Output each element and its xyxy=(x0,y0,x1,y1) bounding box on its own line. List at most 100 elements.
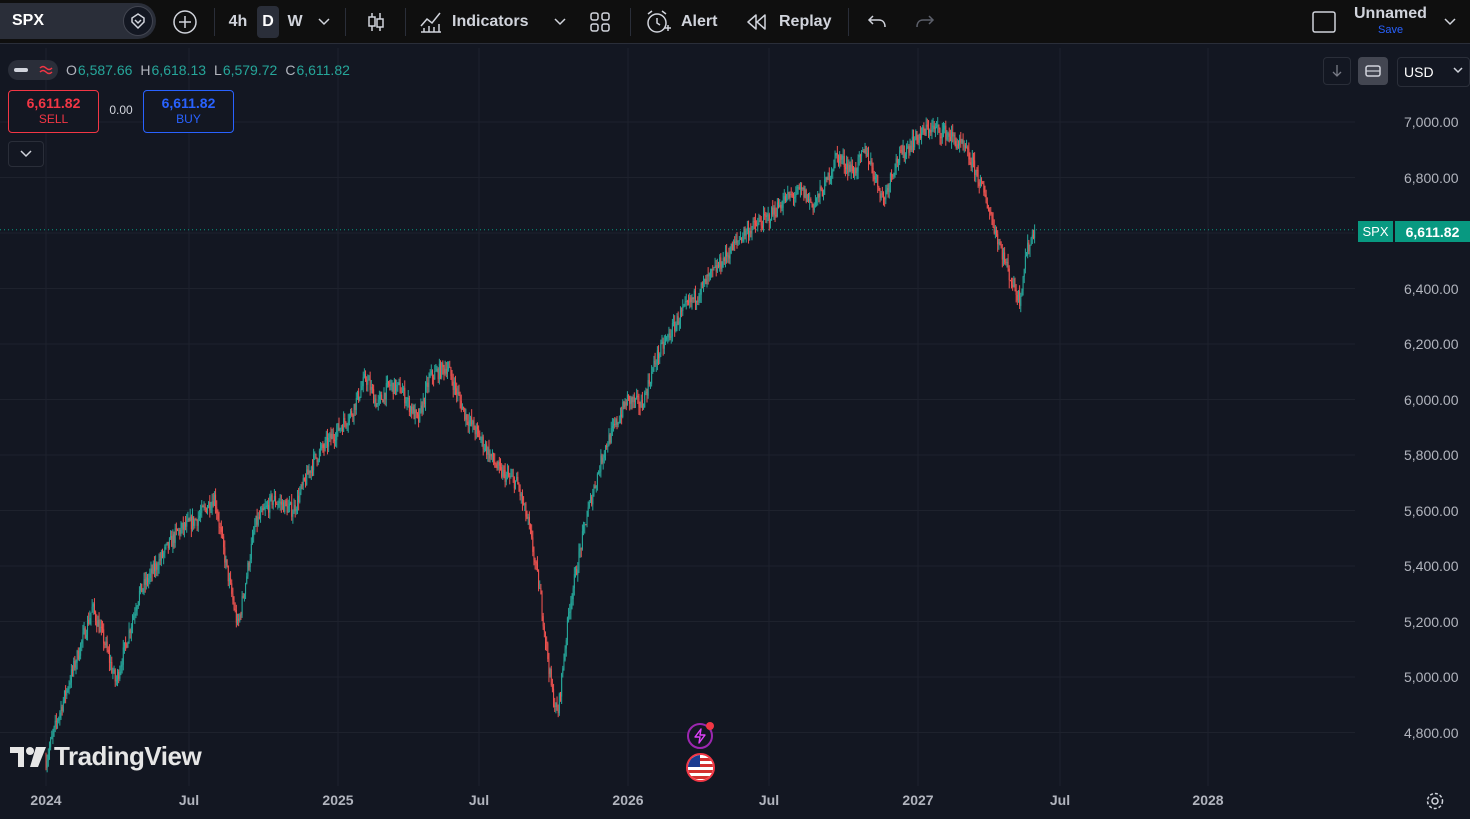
candle-body xyxy=(66,689,68,696)
candle xyxy=(769,218,771,229)
candle-body xyxy=(205,507,207,513)
candle xyxy=(278,498,280,508)
candle-body xyxy=(193,516,195,526)
event-marker-us-flag[interactable] xyxy=(686,753,715,782)
candle-body xyxy=(273,496,275,501)
layout-save-link[interactable]: Save xyxy=(1378,24,1404,36)
candle xyxy=(1026,251,1028,257)
sell-button[interactable]: 6,611.82 SELL xyxy=(8,90,99,133)
indicators-button[interactable]: Indicators xyxy=(418,6,538,38)
candle-body xyxy=(278,502,280,505)
candle xyxy=(57,718,59,729)
candle-body xyxy=(908,146,910,153)
interval-4h-button[interactable]: 4h xyxy=(224,6,252,38)
candle-body xyxy=(307,469,309,475)
replay-button[interactable]: Replay xyxy=(744,6,836,38)
candle-body xyxy=(114,669,116,682)
layout-name[interactable]: Unnamed xyxy=(1354,5,1427,22)
candle-body xyxy=(343,418,345,432)
candle-body xyxy=(57,720,59,722)
candle-body xyxy=(378,396,380,400)
candle xyxy=(617,421,619,428)
candle xyxy=(55,713,57,730)
fullscreen-button[interactable] xyxy=(1308,6,1340,38)
redo-button[interactable] xyxy=(910,6,940,38)
candle-body xyxy=(102,627,104,630)
symbol-compare-icon[interactable] xyxy=(123,6,153,36)
candle xyxy=(786,193,788,203)
candle xyxy=(788,191,790,200)
buy-button[interactable]: 6,611.82 BUY xyxy=(143,90,234,133)
candle-body xyxy=(156,563,158,570)
auto-scale-button[interactable] xyxy=(1358,57,1388,85)
event-marker-lightning[interactable] xyxy=(687,722,714,749)
candle xyxy=(643,403,645,410)
candle xyxy=(381,391,383,401)
candle xyxy=(859,153,861,164)
candle-body xyxy=(208,502,210,508)
candle xyxy=(893,172,895,180)
candle-body xyxy=(405,402,407,404)
candle-body xyxy=(795,194,797,197)
candle-body xyxy=(509,476,511,478)
candle-body xyxy=(83,628,85,633)
candle-body xyxy=(666,337,668,340)
candle-body xyxy=(515,480,517,489)
layouts-button[interactable] xyxy=(584,6,616,38)
legend-toggle[interactable] xyxy=(8,60,58,80)
chart-type-button[interactable] xyxy=(360,6,392,38)
candle xyxy=(539,580,541,590)
candle xyxy=(150,561,152,583)
candle-body xyxy=(175,528,177,530)
candle xyxy=(743,226,745,243)
arrow-down-icon xyxy=(1332,65,1342,77)
candle xyxy=(715,259,717,277)
candle xyxy=(258,510,260,520)
candle-body xyxy=(322,444,324,448)
candle-body xyxy=(721,267,723,270)
add-symbol-button[interactable] xyxy=(170,6,200,38)
candle-body xyxy=(929,129,931,133)
alert-button[interactable]: Alert xyxy=(644,6,724,38)
buy-label: BUY xyxy=(176,112,201,126)
candle xyxy=(310,465,312,480)
candle-body xyxy=(823,194,825,196)
candle-body xyxy=(479,433,481,440)
candle xyxy=(544,631,546,651)
candle-body xyxy=(876,175,878,177)
candle-body xyxy=(277,504,279,506)
tradingview-logo[interactable]: TradingView xyxy=(10,741,202,772)
interval-w-button[interactable]: W xyxy=(284,6,306,38)
indicators-dropdown-button[interactable] xyxy=(550,6,570,38)
interval-dropdown-button[interactable] xyxy=(314,6,334,38)
candle xyxy=(824,171,826,196)
candle xyxy=(578,543,580,574)
candle-body xyxy=(506,471,508,475)
candle xyxy=(608,428,610,447)
candle-body xyxy=(663,342,665,349)
candle xyxy=(685,293,687,310)
price-chart[interactable] xyxy=(0,48,1470,819)
candle xyxy=(1005,258,1007,266)
interval-d-button[interactable]: D xyxy=(257,6,279,38)
candle xyxy=(761,220,763,231)
scroll-to-latest-button[interactable] xyxy=(1323,57,1351,85)
symbol-search-button[interactable]: SPX xyxy=(0,3,156,39)
candle xyxy=(465,408,467,427)
candle-body xyxy=(633,396,635,403)
layout-dropdown-button[interactable] xyxy=(1440,6,1460,38)
candle-body xyxy=(313,454,315,471)
candle xyxy=(699,288,701,303)
chart-pane[interactable] xyxy=(0,48,1470,819)
currency-select[interactable]: USD xyxy=(1397,57,1470,87)
undo-button[interactable] xyxy=(862,6,892,38)
candle xyxy=(881,186,883,198)
candle-body xyxy=(187,518,189,521)
time-tick-label: 2027 xyxy=(902,792,934,808)
candle xyxy=(400,387,402,394)
candle-body xyxy=(632,396,634,403)
candle-body xyxy=(511,475,513,477)
collapse-legend-button[interactable] xyxy=(8,141,44,167)
candle-body xyxy=(960,139,962,143)
chart-settings-button[interactable] xyxy=(1424,790,1446,812)
